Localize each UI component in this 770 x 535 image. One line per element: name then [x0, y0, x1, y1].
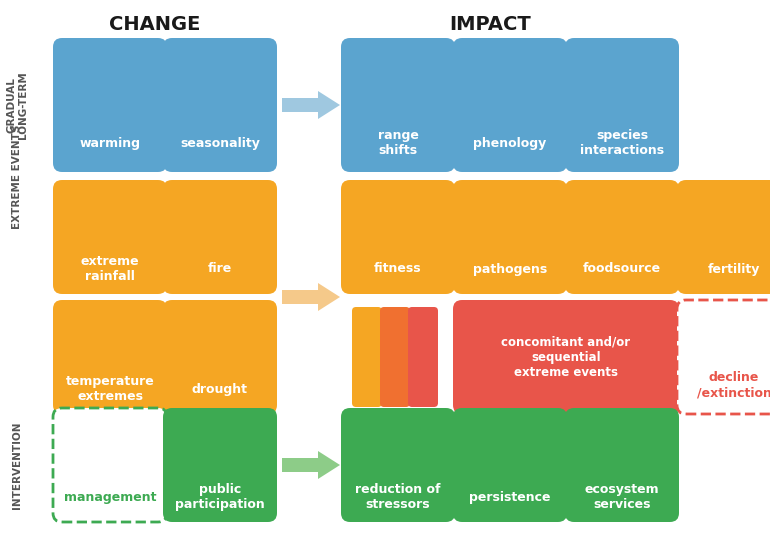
Text: phenology: phenology: [474, 136, 547, 149]
Text: extreme
rainfall: extreme rainfall: [81, 255, 139, 283]
FancyBboxPatch shape: [341, 408, 455, 522]
FancyBboxPatch shape: [53, 38, 167, 172]
Text: CHANGE: CHANGE: [109, 15, 201, 34]
FancyBboxPatch shape: [453, 300, 679, 414]
FancyBboxPatch shape: [163, 180, 277, 294]
FancyBboxPatch shape: [163, 300, 277, 414]
FancyBboxPatch shape: [565, 180, 679, 294]
FancyBboxPatch shape: [677, 300, 770, 414]
FancyBboxPatch shape: [163, 408, 277, 522]
Text: persistence: persistence: [469, 491, 551, 503]
FancyBboxPatch shape: [677, 180, 770, 294]
FancyBboxPatch shape: [53, 300, 167, 414]
Polygon shape: [282, 91, 340, 119]
Text: range
shifts: range shifts: [377, 129, 418, 157]
Text: IMPACT: IMPACT: [449, 15, 531, 34]
FancyBboxPatch shape: [565, 38, 679, 172]
FancyBboxPatch shape: [453, 180, 567, 294]
Text: fertility: fertility: [708, 263, 760, 276]
Text: fire: fire: [208, 263, 232, 276]
Text: temperature
extremes: temperature extremes: [65, 375, 154, 403]
Text: public
participation: public participation: [175, 483, 265, 511]
Text: ecosystem
services: ecosystem services: [584, 483, 659, 511]
FancyBboxPatch shape: [341, 180, 455, 294]
FancyBboxPatch shape: [53, 180, 167, 294]
Text: drought: drought: [192, 383, 248, 395]
Text: concomitant and/or
sequential
extreme events: concomitant and/or sequential extreme ev…: [501, 335, 631, 378]
Text: foodsource: foodsource: [583, 263, 661, 276]
Text: pathogens: pathogens: [473, 263, 547, 276]
FancyBboxPatch shape: [565, 408, 679, 522]
Text: warming: warming: [79, 136, 140, 149]
FancyBboxPatch shape: [163, 38, 277, 172]
Text: fitness: fitness: [374, 263, 422, 276]
Text: management: management: [64, 491, 156, 503]
Polygon shape: [282, 283, 340, 311]
Text: INTERVENTION: INTERVENTION: [12, 421, 22, 509]
FancyBboxPatch shape: [352, 307, 382, 407]
FancyBboxPatch shape: [453, 38, 567, 172]
Text: species
interactions: species interactions: [580, 129, 664, 157]
FancyBboxPatch shape: [380, 307, 410, 407]
FancyBboxPatch shape: [408, 307, 438, 407]
Text: EXTREME EVENTS: EXTREME EVENTS: [12, 125, 22, 229]
Text: GRADUAL
LONG-TERM: GRADUAL LONG-TERM: [6, 71, 28, 139]
Text: reduction of
stressors: reduction of stressors: [355, 483, 440, 511]
FancyBboxPatch shape: [53, 408, 167, 522]
Polygon shape: [282, 451, 340, 479]
Text: decline
/extinction: decline /extinction: [697, 371, 770, 399]
FancyBboxPatch shape: [453, 408, 567, 522]
Text: seasonality: seasonality: [180, 136, 260, 149]
FancyBboxPatch shape: [341, 38, 455, 172]
